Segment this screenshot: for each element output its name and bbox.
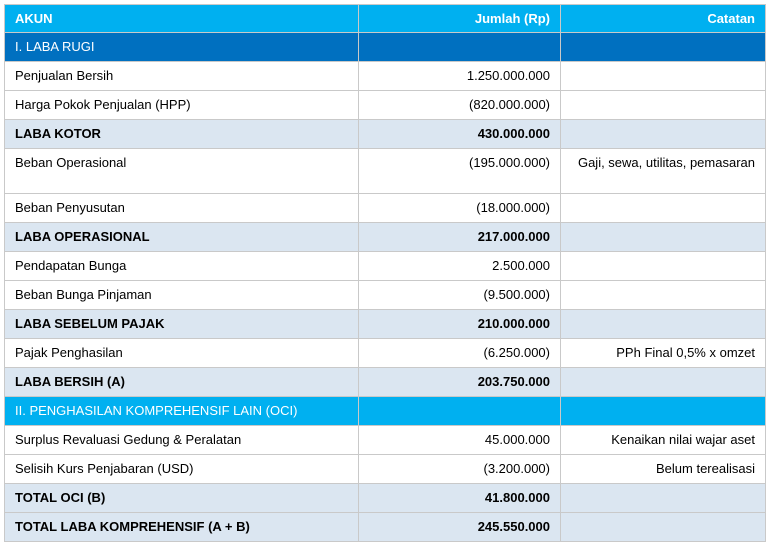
catatan-cell: Belum terealisasi (560, 454, 766, 484)
akun-cell: LABA KOTOR (4, 119, 359, 149)
akun-cell: Surplus Revaluasi Gedung & Peralatan (4, 425, 359, 455)
section-title: I. LABA RUGI (4, 32, 359, 62)
table-row: Penjualan Bersih 1.250.000.000 (4, 61, 766, 91)
jumlah-cell: 430.000.000 (358, 119, 561, 149)
catatan-cell: Kenaikan nilai wajar aset (560, 425, 766, 455)
jumlah-cell: 203.750.000 (358, 367, 561, 397)
section-row-laba-rugi: I. LABA RUGI (4, 32, 766, 62)
catatan-cell (560, 280, 766, 310)
akun-cell: TOTAL OCI (B) (4, 483, 359, 513)
catatan-cell (560, 222, 766, 252)
catatan-cell: Gaji, sewa, utilitas, pemasaran (560, 148, 766, 194)
catatan-cell: PPh Final 0,5% x omzet (560, 338, 766, 368)
akun-cell: Pendapatan Bunga (4, 251, 359, 281)
akun-cell: LABA SEBELUM PAJAK (4, 309, 359, 339)
section-title: II. PENGHASILAN KOMPREHENSIF LAIN (OCI) (4, 396, 359, 426)
statement-table: AKUN Jumlah (Rp) Catatan I. LABA RUGI Pe… (4, 4, 766, 542)
catatan-cell (560, 119, 766, 149)
jumlah-cell: (820.000.000) (358, 90, 561, 120)
akun-cell: Penjualan Bersih (4, 61, 359, 91)
akun-cell: Beban Operasional (4, 148, 359, 194)
jumlah-cell: 45.000.000 (358, 425, 561, 455)
catatan-cell (560, 251, 766, 281)
catatan-cell (560, 193, 766, 223)
catatan-cell (560, 90, 766, 120)
table-row: Beban Bunga Pinjaman (9.500.000) (4, 280, 766, 310)
header-akun: AKUN (4, 4, 359, 33)
total-row: LABA BERSIH (A) 203.750.000 (4, 367, 766, 397)
header-jumlah: Jumlah (Rp) (358, 4, 561, 33)
jumlah-cell: 210.000.000 (358, 309, 561, 339)
akun-cell: Beban Penyusutan (4, 193, 359, 223)
catatan-cell (560, 512, 766, 542)
akun-cell: Beban Bunga Pinjaman (4, 280, 359, 310)
jumlah-cell: 245.550.000 (358, 512, 561, 542)
total-row: TOTAL OCI (B) 41.800.000 (4, 483, 766, 513)
akun-cell: Harga Pokok Penjualan (HPP) (4, 90, 359, 120)
table-row: Harga Pokok Penjualan (HPP) (820.000.000… (4, 90, 766, 120)
total-row: LABA OPERASIONAL 217.000.000 (4, 222, 766, 252)
jumlah-cell: (6.250.000) (358, 338, 561, 368)
income-statement: AKUN Jumlah (Rp) Catatan I. LABA RUGI Pe… (4, 4, 766, 542)
akun-cell: Pajak Penghasilan (4, 338, 359, 368)
table-row: Pendapatan Bunga 2.500.000 (4, 251, 766, 281)
jumlah-cell: 217.000.000 (358, 222, 561, 252)
jumlah-cell: 41.800.000 (358, 483, 561, 513)
catatan-cell (560, 61, 766, 91)
jumlah-cell: (9.500.000) (358, 280, 561, 310)
total-row: LABA KOTOR 430.000.000 (4, 119, 766, 149)
jumlah-cell: (3.200.000) (358, 454, 561, 484)
catatan-cell (560, 483, 766, 513)
jumlah-cell: 1.250.000.000 (358, 61, 561, 91)
table-row: Surplus Revaluasi Gedung & Peralatan 45.… (4, 425, 766, 455)
table-row: Pajak Penghasilan (6.250.000) PPh Final … (4, 338, 766, 368)
akun-cell: LABA OPERASIONAL (4, 222, 359, 252)
akun-cell: Selisih Kurs Penjabaran (USD) (4, 454, 359, 484)
catatan-cell (560, 309, 766, 339)
table-row: Selisih Kurs Penjabaran (USD) (3.200.000… (4, 454, 766, 484)
section-row-oci: II. PENGHASILAN KOMPREHENSIF LAIN (OCI) (4, 396, 766, 426)
total-row: TOTAL LABA KOMPREHENSIF (A + B) 245.550.… (4, 512, 766, 542)
jumlah-cell: 2.500.000 (358, 251, 561, 281)
total-row: LABA SEBELUM PAJAK 210.000.000 (4, 309, 766, 339)
table-row: Beban Operasional (195.000.000) Gaji, se… (4, 148, 766, 194)
jumlah-cell: (195.000.000) (358, 148, 561, 194)
jumlah-cell: (18.000.000) (358, 193, 561, 223)
table-row: Beban Penyusutan (18.000.000) (4, 193, 766, 223)
header-catatan: Catatan (560, 4, 766, 33)
catatan-cell (560, 367, 766, 397)
akun-cell: TOTAL LABA KOMPREHENSIF (A + B) (4, 512, 359, 542)
header-row: AKUN Jumlah (Rp) Catatan (4, 4, 766, 33)
akun-cell: LABA BERSIH (A) (4, 367, 359, 397)
